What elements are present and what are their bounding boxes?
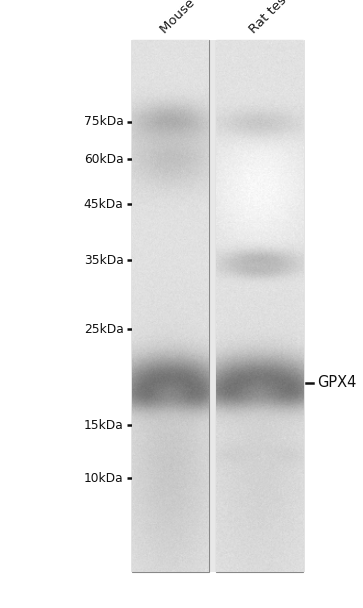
Bar	[216, 40, 303, 50]
Text: 60kDa: 60kDa	[84, 153, 123, 166]
Text: 10kDa: 10kDa	[84, 472, 123, 485]
Bar	[131, 40, 305, 572]
Text: 75kDa: 75kDa	[83, 116, 123, 128]
Text: Mouse testis: Mouse testis	[158, 0, 226, 36]
Bar	[132, 40, 209, 572]
Text: 15kDa: 15kDa	[83, 419, 123, 432]
Bar	[132, 40, 209, 50]
Text: Rat testis: Rat testis	[247, 0, 300, 36]
Text: 45kDa: 45kDa	[83, 198, 123, 211]
Text: GPX4: GPX4	[317, 375, 356, 390]
Text: 35kDa: 35kDa	[83, 254, 123, 267]
Text: 25kDa: 25kDa	[83, 323, 123, 336]
Bar	[216, 40, 303, 572]
